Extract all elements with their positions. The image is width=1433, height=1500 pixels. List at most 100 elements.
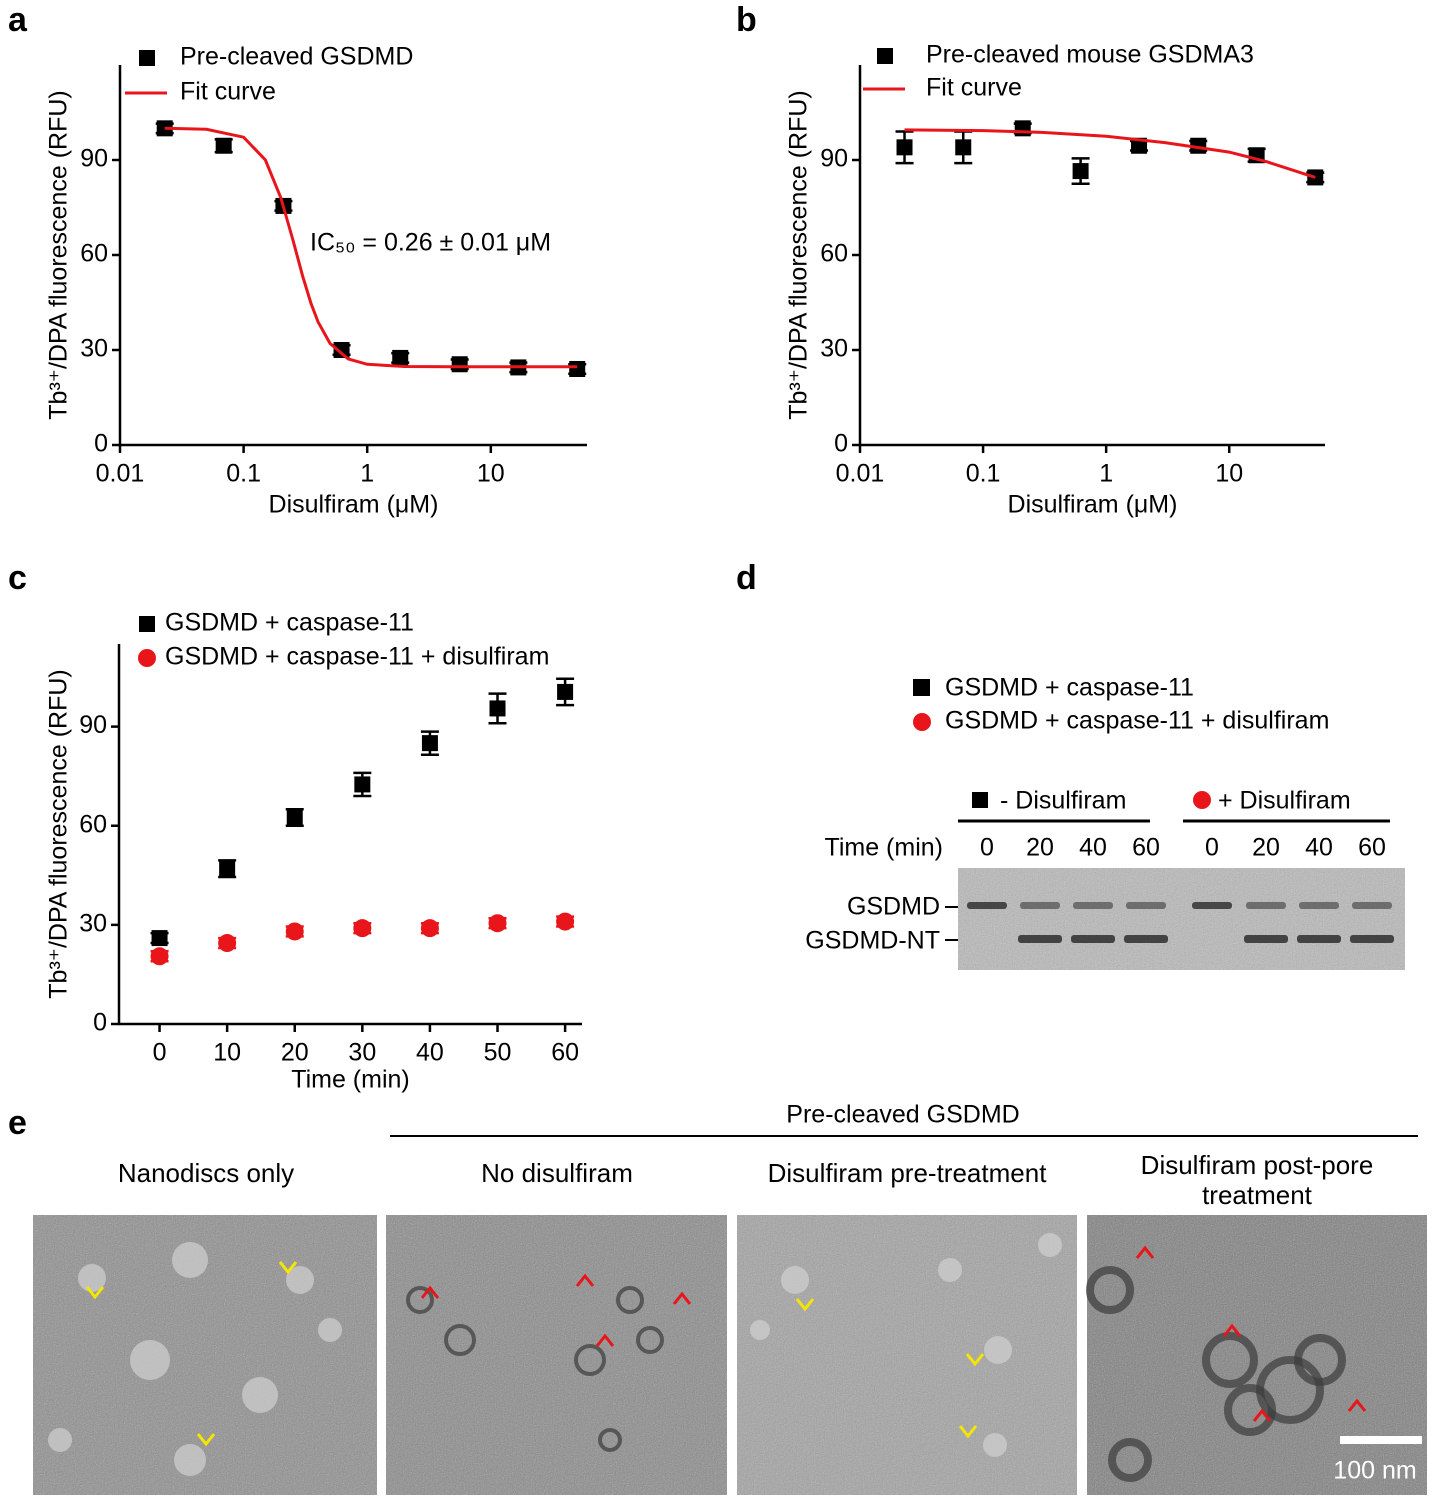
x-tick-label: 50: [484, 1039, 512, 1067]
x-tick-label: 0.01: [96, 460, 145, 488]
panel-label: e: [8, 1104, 27, 1142]
arrowhead: [420, 1285, 440, 1299]
pore: [616, 1286, 644, 1314]
pore: [636, 1326, 664, 1354]
arrowhead: [1135, 1245, 1155, 1259]
nanodisc: [750, 1320, 770, 1340]
marker: [421, 735, 438, 752]
y-tick-label: 60: [820, 240, 848, 268]
nanodisc: [48, 1428, 72, 1452]
pore: [406, 1286, 434, 1314]
y-tick-label: 90: [79, 711, 107, 739]
lane-label: 60: [1132, 834, 1160, 862]
pore: [1086, 1266, 1134, 1314]
marker: [353, 919, 372, 938]
gel-band: [1018, 935, 1062, 943]
legend-text: Pre-cleaved GSDMD: [180, 43, 413, 71]
x-axis-title: Disulfiram (μM): [1008, 491, 1178, 519]
nanodisc: [174, 1444, 206, 1476]
lane-label: 40: [1079, 834, 1107, 862]
nanodisc: [1038, 1233, 1062, 1257]
gel-band: [1073, 902, 1113, 909]
marker: [569, 361, 586, 377]
nanodisc: [78, 1264, 106, 1292]
marker: [392, 349, 409, 366]
x-tick-label: 0.01: [836, 460, 885, 488]
marker: [218, 934, 237, 953]
legend-text: Fit curve: [180, 78, 276, 106]
gel-band: [1299, 902, 1339, 909]
y-tick-label: 30: [79, 909, 107, 937]
marker: [955, 139, 972, 156]
arrowhead: [85, 1286, 105, 1300]
nanodisc: [781, 1266, 809, 1294]
arrowhead: [672, 1291, 692, 1305]
band-label: GSDMD: [847, 893, 940, 921]
micrograph-title: Disulfiram post-pore treatment: [1140, 1150, 1374, 1210]
lane-label: 20: [1252, 834, 1280, 862]
legend-text: GSDMD + caspase-11 + disulfiram: [165, 643, 549, 671]
gel-band: [967, 902, 1007, 909]
nanodisc: [172, 1242, 208, 1278]
x-tick-label: 30: [348, 1039, 376, 1067]
x-tick-label: 10: [477, 460, 505, 488]
group-label: + Disulfiram: [1218, 787, 1351, 815]
fit-curve: [164, 126, 578, 369]
group-label: - Disulfiram: [1000, 787, 1126, 815]
legend-marker: [877, 48, 893, 64]
x-tick-label: 0: [153, 1039, 167, 1067]
marker: [151, 930, 168, 947]
micrographs: 100 nm: [33, 1215, 1427, 1495]
arrowhead: [958, 1425, 978, 1439]
nanodisc: [938, 1258, 962, 1282]
time-label: Time (min): [824, 834, 943, 862]
group-marker: [1193, 791, 1211, 809]
gel-band: [1352, 902, 1392, 909]
legend-marker: [913, 713, 931, 731]
lane-label: 60: [1358, 834, 1386, 862]
y-axis-title: Tb³⁺/DPA fluorescence (RFU): [785, 90, 813, 419]
marker: [489, 700, 506, 717]
x-tick-label: 1: [360, 460, 374, 488]
arrowhead: [595, 1333, 615, 1347]
fit-curve: [904, 128, 1316, 179]
y-tick-label: 90: [80, 145, 108, 173]
gel-texture: [958, 868, 1405, 970]
arrowhead: [278, 1261, 298, 1275]
legend-marker: [139, 616, 155, 632]
marker: [1072, 163, 1089, 180]
y-axis-title: Tb³⁺/DPA fluorescence (RFU): [45, 669, 73, 998]
y-tick-label: 0: [94, 430, 108, 458]
marker: [286, 809, 303, 826]
x-tick-label: 20: [281, 1039, 309, 1067]
y-tick-label: 90: [820, 145, 848, 173]
x-tick-label: 40: [416, 1039, 444, 1067]
pore: [574, 1344, 606, 1376]
y-tick-label: 30: [820, 335, 848, 363]
legend-text: Fit curve: [926, 74, 1022, 102]
y-tick-label: 60: [79, 810, 107, 838]
nanodisc: [286, 1266, 314, 1294]
gel-band: [1350, 935, 1394, 943]
scale-bar-label: 100 nm: [1333, 1457, 1416, 1485]
band-label: GSDMD-NT: [805, 927, 940, 955]
legend-text: GSDMD + caspase-11 + disulfiram: [945, 707, 1329, 735]
lane-label: 0: [980, 834, 994, 862]
y-axis-title: Tb³⁺/DPA fluorescence (RFU): [45, 90, 73, 419]
nanodisc: [318, 1318, 342, 1342]
arrowhead: [1347, 1398, 1367, 1412]
group-label: Pre-cleaved GSDMD: [786, 1101, 1019, 1129]
legend-text: GSDMD + caspase-11: [945, 674, 1194, 702]
micrograph-title: No disulfiram: [481, 1158, 633, 1188]
x-tick-label: 10: [1215, 460, 1243, 488]
y-tick-label: 0: [834, 430, 848, 458]
legend-text: GSDMD + caspase-11: [165, 609, 414, 637]
y-tick-label: 0: [93, 1009, 107, 1037]
nanodisc: [130, 1340, 170, 1380]
marker: [285, 922, 304, 941]
micrograph-title: Nanodiscs only: [117, 1158, 295, 1188]
y-tick-label: 30: [80, 335, 108, 363]
group-marker: [972, 792, 988, 808]
